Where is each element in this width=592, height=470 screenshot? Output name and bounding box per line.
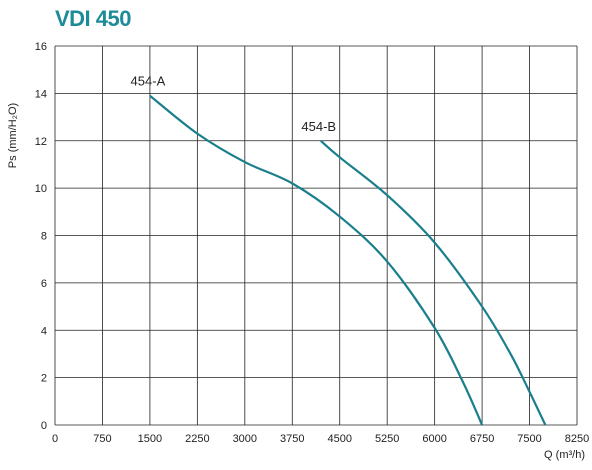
series-line-2 (320, 139, 547, 426)
x-tick-label: 2250 (185, 433, 209, 445)
series-label-2: 454-B (301, 119, 336, 134)
series-line-1 (149, 94, 484, 426)
y-tick-label: 0 (41, 420, 47, 432)
chart-title: VDI 450 (55, 6, 132, 31)
y-tick-label: 4 (41, 325, 47, 337)
x-tick-label: 0 (52, 433, 58, 445)
x-tick-label: 1500 (138, 433, 162, 445)
tick-labels: 0 750 1500 2250 3000 3750 4500 5250 6000 6750 7500… (35, 41, 589, 445)
grid-layer (54, 45, 578, 426)
y-axis-label: Ps (mm/H₂O) (7, 103, 19, 168)
x-tick-label: 4500 (327, 433, 351, 445)
x-tick-label: 5250 (375, 433, 399, 445)
x-tick-label: 6000 (422, 433, 446, 445)
x-tick-label: 750 (93, 433, 111, 445)
x-tick-label: 7500 (517, 433, 541, 445)
x-tick-label: 3750 (280, 433, 304, 445)
y-tick-label: 8 (41, 231, 47, 243)
series-layer: 454-A 454-B (131, 74, 547, 426)
y-tick-label: 14 (35, 88, 47, 100)
x-axis-label: Q (m³/h) (544, 449, 585, 461)
x-tick-label: 6750 (470, 433, 494, 445)
y-tick-label: 6 (41, 278, 47, 290)
y-tick-label: 10 (35, 183, 47, 195)
y-tick-label: 2 (41, 373, 47, 385)
series-label-1: 454-A (131, 74, 166, 89)
y-tick-label: 12 (35, 136, 47, 148)
x-tick-label: 3000 (233, 433, 257, 445)
x-tick-label: 8250 (565, 433, 589, 445)
y-tick-label: 16 (35, 41, 47, 53)
